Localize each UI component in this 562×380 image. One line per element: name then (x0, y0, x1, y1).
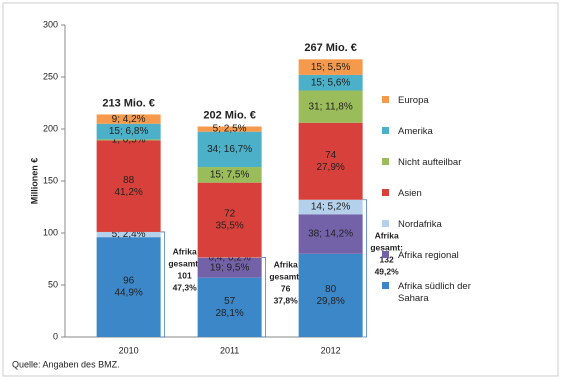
africa-label: Afrika (274, 260, 298, 270)
bar-segment (298, 199, 363, 215)
value-label: 44,9% (114, 288, 142, 299)
value-label: 34; 16,7% (207, 144, 252, 155)
value-label: 15; 5,6% (311, 77, 351, 88)
africa-label: gesamt: (168, 259, 201, 269)
bar-segment (298, 59, 363, 75)
bar-segment (197, 131, 262, 168)
value-label: 0,4; 0,2% (208, 252, 250, 263)
value-label: 27,9% (316, 162, 344, 173)
x-tick-label: 2012 (321, 345, 341, 355)
y-tick-label: 150 (43, 175, 58, 185)
value-label: 19; 9,5% (210, 262, 250, 273)
africa-bracket (261, 257, 267, 338)
value-label: 9; 4,2% (112, 114, 146, 125)
bar-segment (96, 237, 161, 337)
africa-bracket (362, 199, 368, 338)
value-label: 96 (123, 276, 135, 287)
africa-bracket (160, 231, 166, 338)
legend-swatch (382, 220, 389, 227)
source: Quelle: Angaben des BMZ. (12, 359, 120, 369)
value-label: 41,2% (114, 187, 142, 198)
bar-segment (197, 182, 262, 258)
value-label: 1; 0,5% (112, 135, 146, 146)
africa-label: Afrika (375, 231, 399, 241)
x-tick-label: 2010 (119, 345, 139, 355)
legend-label: Afrika regional (398, 250, 459, 261)
y-axis-label: Millionen € (29, 158, 39, 205)
bar-segment (298, 214, 363, 254)
legend-label: Asien (398, 188, 422, 199)
value-label: 72 (224, 209, 236, 220)
value-label: 38; 14,2% (308, 229, 353, 240)
value-label: 5; 2,4% (112, 229, 146, 240)
value-label: 74 (325, 150, 337, 161)
total-label: 267 Mio. € (304, 42, 357, 54)
africa-label: 49,2% (375, 267, 400, 277)
legend-swatch (382, 251, 389, 258)
y-tick-label: 300 (43, 19, 58, 29)
legend-label: Nordafrika (398, 219, 443, 230)
legend-swatch (382, 96, 389, 103)
bar-segment (197, 167, 262, 183)
africa-label: 37,8% (274, 296, 299, 306)
frame (2, 2, 559, 377)
y-tick-label: 50 (48, 279, 58, 289)
value-label: 15; 6,8% (109, 126, 149, 137)
value-label: 88 (123, 175, 135, 186)
y-tick-label: 250 (43, 71, 58, 81)
bar-segment (298, 74, 363, 91)
total-label: 202 Mio. € (203, 109, 256, 121)
africa-label: gesamt: (269, 272, 302, 282)
value-label: 15; 7,5% (210, 170, 250, 181)
legend-label: Afrika südlich der Sahara (398, 281, 471, 304)
y-tick-label: 100 (43, 227, 58, 237)
legend-swatch (382, 189, 389, 196)
bar-segment (298, 122, 363, 200)
africa-label: 132 (380, 255, 394, 265)
legend-label: Europa (398, 95, 429, 106)
value-label: 29,8% (316, 296, 344, 307)
value-label: 15; 5,5% (311, 62, 351, 73)
value-label: 5; 2,5% (213, 124, 247, 135)
bar-segment (96, 139, 161, 141)
bar-segment (96, 114, 161, 124)
x-tick-label: 2011 (220, 345, 239, 355)
africa-label: gesamt: (370, 243, 403, 253)
bar-segment (96, 231, 161, 238)
y-tick-label: 0 (53, 331, 58, 341)
legend-swatch (382, 158, 389, 165)
value-label: 57 (224, 296, 236, 307)
bar-segment (197, 277, 262, 337)
bar-segment (298, 90, 363, 123)
y-tick-label: 200 (43, 123, 58, 133)
africa-label: 76 (281, 284, 291, 294)
value-label: 35,5% (215, 221, 243, 232)
value-label: 14; 5,2% (311, 202, 351, 213)
bar-segment (197, 126, 262, 132)
legend-swatch (382, 282, 389, 289)
africa-label: 101 (178, 271, 192, 281)
bar-segment (96, 123, 161, 140)
bar-segment (197, 257, 262, 278)
legend-swatch (382, 127, 389, 134)
bar-segment (96, 140, 161, 232)
africa-label: Afrika (173, 247, 197, 257)
bar-segment (298, 253, 363, 337)
value-label: 28,1% (215, 308, 243, 319)
value-label: 31; 11,8% (308, 101, 352, 112)
africa-label: 47,3% (173, 283, 198, 293)
legend-label: Nicht aufteilbar (398, 157, 461, 168)
total-label: 213 Mio. € (102, 97, 155, 109)
legend-label: Amerika (398, 126, 434, 137)
value-label: 80 (325, 284, 337, 295)
